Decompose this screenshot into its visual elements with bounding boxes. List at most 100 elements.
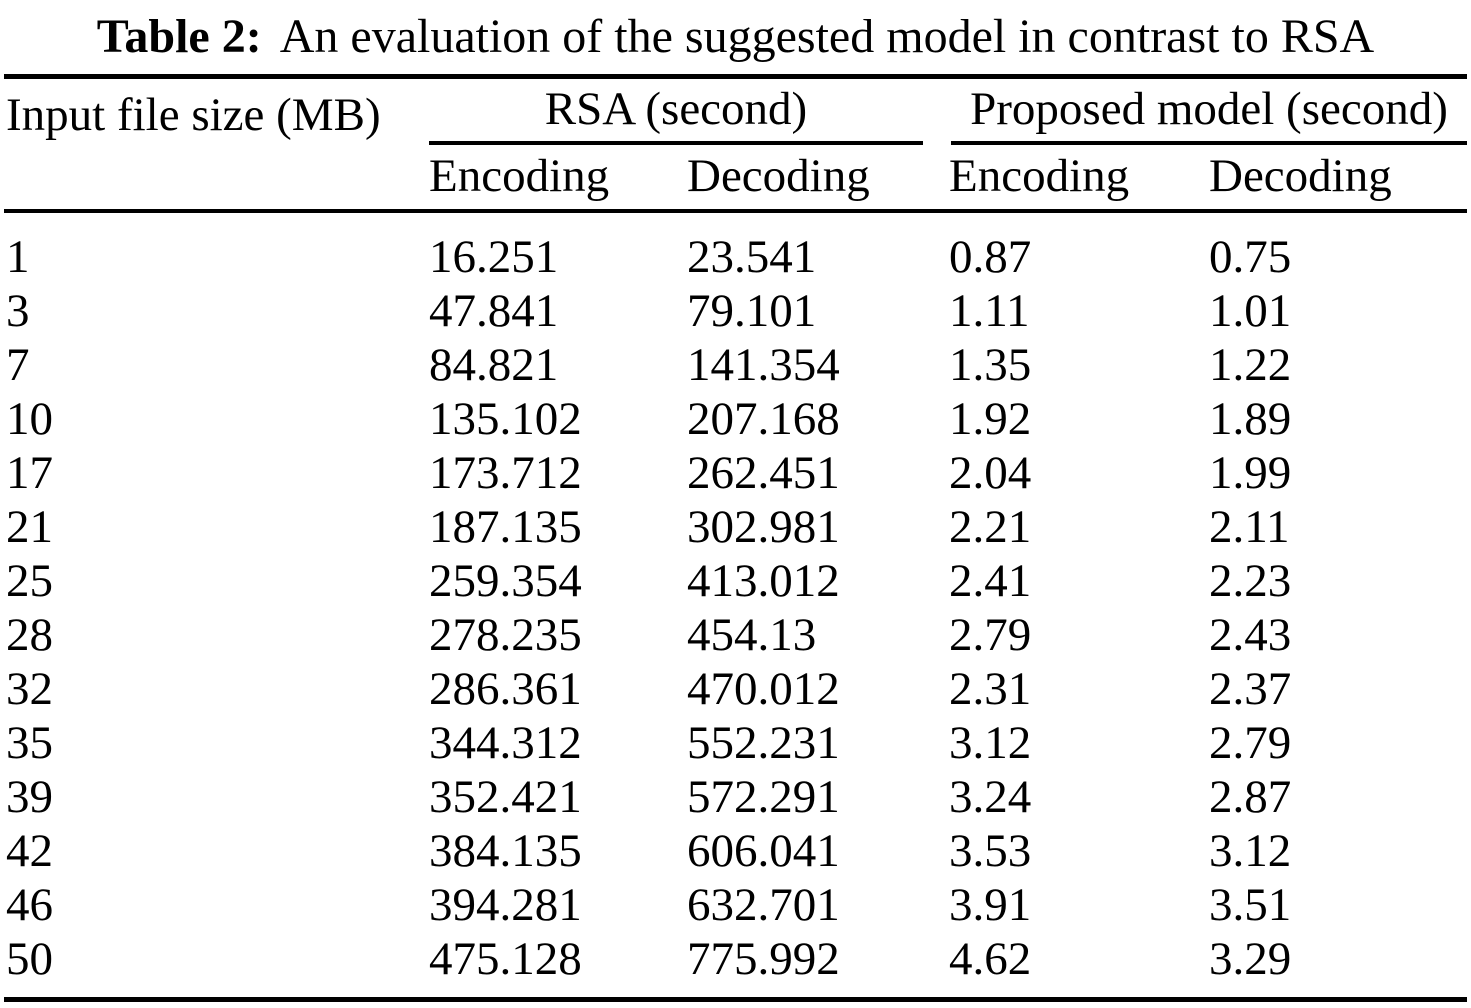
cell-proposed-encoding: 2.79	[949, 609, 1032, 661]
table-row: 46 394.281 632.701 3.91 3.51	[4, 878, 1467, 932]
cell-rsa-decoding: 141.354	[687, 339, 840, 391]
cell-rsa-encoding: 286.361	[429, 663, 582, 715]
cell-rsa-encoding: 394.281	[429, 879, 582, 931]
cell-proposed-decoding: 1.89	[1209, 393, 1292, 445]
cell-proposed-decoding: 2.87	[1209, 771, 1292, 823]
table-header: Input file size (MB) RSA (second) Propos…	[4, 77, 1468, 212]
table-row: 21 187.135 302.981 2.21 2.11	[4, 500, 1467, 554]
table-row: 35 344.312 552.231 3.12 2.79	[4, 716, 1467, 770]
cell-proposed-decoding: 2.11	[1209, 501, 1290, 553]
cell-proposed-encoding: 3.53	[949, 825, 1032, 877]
cell-proposed-decoding: 3.12	[1209, 825, 1292, 877]
table-caption: Table 2: An evaluation of the suggested m…	[0, 0, 1471, 74]
cell-file-size: 28	[6, 609, 53, 661]
table-row: 17 173.712 262.451 2.04 1.99	[4, 446, 1467, 500]
cell-proposed-encoding: 4.62	[949, 933, 1032, 985]
results-table: Input file size (MB) RSA (second) Propos…	[4, 74, 1468, 1002]
header-proposed-decoding: Decoding	[1209, 150, 1392, 202]
cell-rsa-encoding: 135.102	[429, 393, 582, 445]
table-row: 25 259.354 413.012 2.41 2.23	[4, 554, 1467, 608]
table-row: 3 47.841 79.101 1.11 1.01	[4, 284, 1467, 338]
cell-proposed-encoding: 3.12	[949, 717, 1032, 769]
cell-file-size: 7	[6, 339, 30, 391]
cell-rsa-encoding: 259.354	[429, 555, 582, 607]
cell-proposed-encoding: 1.92	[949, 393, 1032, 445]
cell-rsa-decoding: 454.13	[687, 609, 817, 661]
cell-proposed-decoding: 1.22	[1209, 339, 1292, 391]
cell-proposed-decoding: 0.75	[1209, 231, 1292, 283]
cell-proposed-encoding: 2.41	[949, 555, 1032, 607]
cell-rsa-encoding: 187.135	[429, 501, 582, 553]
cell-file-size: 1	[6, 231, 30, 283]
cell-proposed-decoding: 1.99	[1209, 447, 1292, 499]
cell-rsa-decoding: 23.541	[687, 231, 817, 283]
table-row: 10 135.102 207.168 1.92 1.89	[4, 392, 1467, 446]
cell-proposed-encoding: 1.11	[949, 285, 1030, 337]
cell-file-size: 25	[6, 555, 53, 607]
cell-rsa-decoding: 775.992	[687, 933, 840, 985]
header-group-proposed: Proposed model (second)	[949, 77, 1468, 145]
cell-file-size: 3	[6, 285, 30, 337]
cell-proposed-decoding: 3.29	[1209, 933, 1292, 985]
cell-rsa-encoding: 475.128	[429, 933, 582, 985]
header-rsa-encoding: Encoding	[429, 150, 610, 202]
cell-rsa-decoding: 470.012	[687, 663, 840, 715]
cell-file-size: 21	[6, 501, 53, 553]
cell-file-size: 10	[6, 393, 53, 445]
table-caption-label: Table 2:	[96, 10, 262, 63]
header-input-file-size: Input file size (MB)	[6, 89, 381, 141]
cell-file-size: 39	[6, 771, 53, 823]
cell-rsa-decoding: 552.231	[687, 717, 840, 769]
cell-proposed-decoding: 2.37	[1209, 663, 1292, 715]
cell-file-size: 32	[6, 663, 53, 715]
cell-proposed-encoding: 3.24	[949, 771, 1032, 823]
header-group-proposed-label: Proposed model (second)	[951, 79, 1468, 145]
table-row: 50 475.128 775.992 4.62 3.29	[4, 932, 1467, 1000]
cell-rsa-decoding: 606.041	[687, 825, 840, 877]
cell-file-size: 46	[6, 879, 53, 931]
cell-rsa-decoding: 79.101	[687, 285, 817, 337]
table-row: 7 84.821 141.354 1.35 1.22	[4, 338, 1467, 392]
cell-rsa-decoding: 572.291	[687, 771, 840, 823]
cell-rsa-encoding: 384.135	[429, 825, 582, 877]
cell-rsa-decoding: 632.701	[687, 879, 840, 931]
cell-rsa-decoding: 207.168	[687, 393, 840, 445]
table-row: 32 286.361 470.012 2.31 2.37	[4, 662, 1467, 716]
table-caption-text: An evaluation of the suggested model in …	[279, 10, 1375, 63]
table-row: 28 278.235 454.13 2.79 2.43	[4, 608, 1467, 662]
cell-file-size: 42	[6, 825, 53, 877]
cell-rsa-encoding: 16.251	[429, 231, 559, 283]
group-header-row: Input file size (MB) RSA (second) Propos…	[4, 77, 1468, 145]
cell-proposed-encoding: 3.91	[949, 879, 1032, 931]
cell-proposed-encoding: 1.35	[949, 339, 1032, 391]
cell-file-size: 50	[6, 933, 53, 985]
cell-file-size: 17	[6, 447, 53, 499]
cell-proposed-encoding: 0.87	[949, 231, 1032, 283]
cell-rsa-encoding: 352.421	[429, 771, 582, 823]
table-row: 1 16.251 23.541 0.87 0.75	[4, 211, 1467, 284]
table-body: 1 16.251 23.541 0.87 0.75 3 47.841 79.101 1.11 1.…	[4, 211, 1468, 1000]
cell-rsa-encoding: 84.821	[429, 339, 559, 391]
cell-rsa-encoding: 344.312	[429, 717, 582, 769]
cell-proposed-encoding: 2.04	[949, 447, 1032, 499]
cell-rsa-decoding: 302.981	[687, 501, 840, 553]
cell-proposed-decoding: 2.43	[1209, 609, 1292, 661]
cell-proposed-encoding: 2.21	[949, 501, 1032, 553]
header-group-rsa-label: RSA (second)	[429, 79, 923, 145]
cell-proposed-decoding: 2.79	[1209, 717, 1292, 769]
cell-rsa-encoding: 278.235	[429, 609, 582, 661]
sub-header-row: Encoding Decoding Encoding Decoding	[4, 145, 1467, 211]
cell-proposed-decoding: 2.23	[1209, 555, 1292, 607]
cell-rsa-encoding: 173.712	[429, 447, 582, 499]
header-proposed-encoding: Encoding	[949, 150, 1130, 202]
table-row: 42 384.135 606.041 3.53 3.12	[4, 824, 1467, 878]
cell-rsa-encoding: 47.841	[429, 285, 559, 337]
table-row: 39 352.421 572.291 3.24 2.87	[4, 770, 1467, 824]
cell-file-size: 35	[6, 717, 53, 769]
cell-proposed-decoding: 1.01	[1209, 285, 1292, 337]
header-group-rsa: RSA (second)	[429, 77, 949, 145]
header-rsa-decoding: Decoding	[687, 150, 870, 202]
cell-proposed-decoding: 3.51	[1209, 879, 1292, 931]
cell-rsa-decoding: 262.451	[687, 447, 840, 499]
